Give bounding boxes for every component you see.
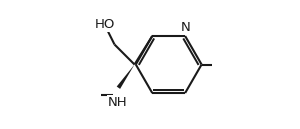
Polygon shape [117,64,134,89]
Text: N: N [181,21,190,34]
Text: NH: NH [108,96,128,109]
Text: HO: HO [95,18,116,31]
